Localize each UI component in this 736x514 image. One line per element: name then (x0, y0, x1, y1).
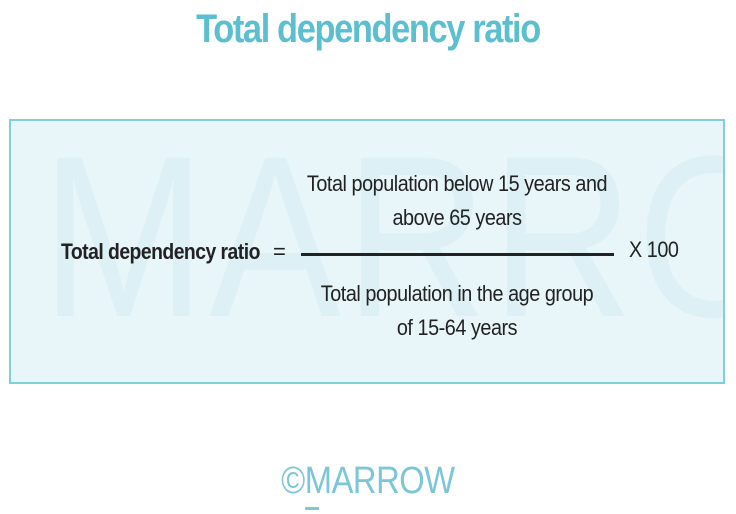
formula-numerator: Total population below 15 years and abov… (279, 167, 635, 235)
formula-lhs: Total dependency ratio (61, 239, 260, 264)
numerator-line: above 65 years (392, 205, 522, 230)
numerator-line: Total population below 15 years and (306, 171, 608, 196)
denominator-line: of 15-64 years (396, 315, 518, 340)
fraction-bar (301, 253, 614, 256)
page-title: Total dependency ratio (196, 7, 541, 51)
equals-sign: = (273, 239, 286, 264)
formula-denominator: Total population in the age group of 15-… (279, 277, 635, 345)
watermark-logo: MARROW (41, 119, 723, 365)
logo-text: ©MARROW (281, 460, 455, 502)
logo-underline (305, 507, 320, 510)
denominator-line: Total population in the age group (320, 281, 594, 306)
marrow-logo: ©MARROW (0, 456, 736, 510)
formula-multiplier: X 100 (629, 237, 679, 262)
formula-box: MARROW Total dependency ratio = Total po… (9, 119, 725, 384)
